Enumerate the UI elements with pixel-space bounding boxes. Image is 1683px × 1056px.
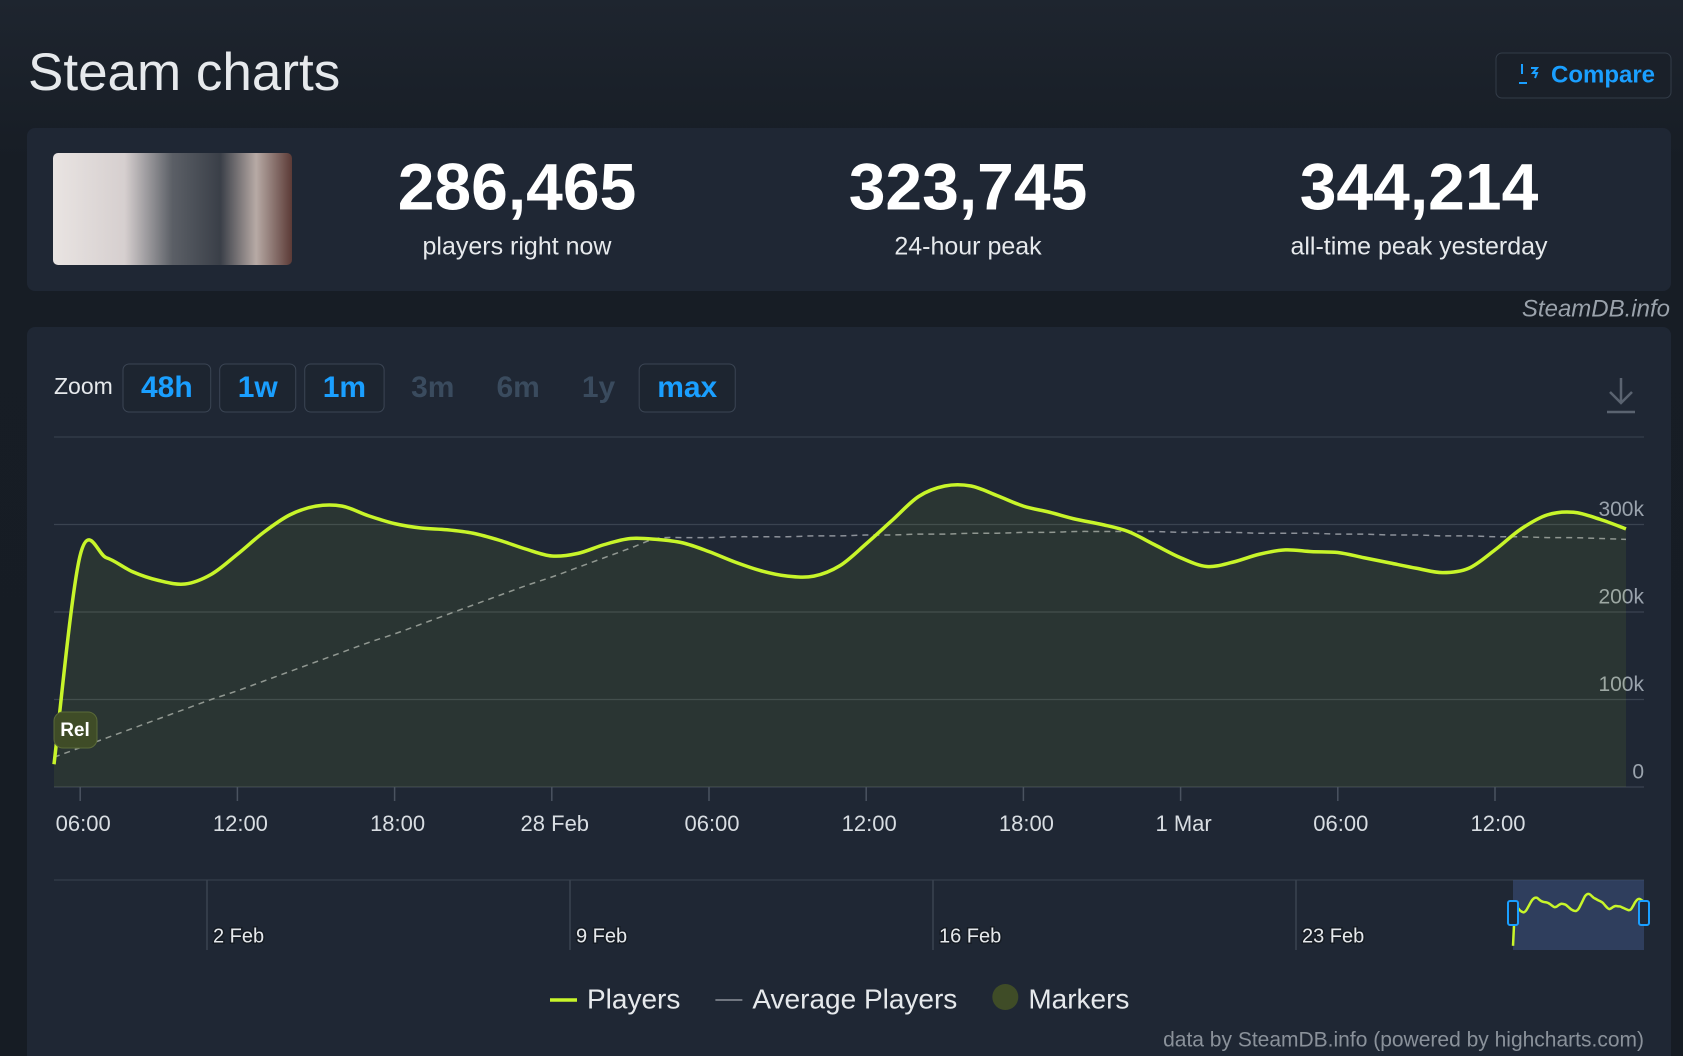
download-button[interactable]	[1607, 378, 1635, 414]
zoom-option[interactable]: 1w	[238, 371, 279, 404]
x-tick-label: 18:00	[999, 811, 1054, 836]
navigator-label: 23 Feb	[1302, 925, 1364, 947]
compare-button[interactable]: Compare	[1495, 52, 1672, 99]
legend-label[interactable]: Players	[587, 983, 680, 1014]
navigator-handle[interactable]	[1507, 900, 1519, 926]
x-tick-label: 18:00	[370, 811, 425, 836]
stats: 286,465 players right now 323,745 24-hour p…	[398, 149, 1548, 260]
x-tick-label: 12:00	[1470, 811, 1525, 836]
navigator-handle[interactable]	[1638, 900, 1650, 926]
x-tick-label: 12:00	[842, 811, 897, 836]
zoom-frame[interactable]	[638, 363, 736, 413]
zoom-option: 6m	[496, 371, 539, 404]
x-tick-label: 12:00	[213, 811, 268, 836]
x-tick-label: 06:00	[1313, 811, 1368, 836]
zoom-frame[interactable]	[219, 363, 297, 413]
series-area	[54, 484, 1626, 787]
series-line	[52, 482, 1627, 765]
legend: Players Average Players Markers	[550, 983, 1129, 1014]
stat-label: all-time peak yesterday	[1290, 233, 1548, 261]
zoom-buttons: 48h 1w 1m 3m 6m 1y max	[122, 363, 736, 413]
stat-label: 24-hour peak	[894, 233, 1042, 261]
chart-card	[27, 327, 1671, 1056]
navigator: 2 Feb 9 Feb 16 Feb 23 Feb	[206, 880, 1650, 950]
zoom-button[interactable]: 48h	[122, 363, 212, 413]
game-thumbnail	[53, 153, 292, 265]
legend-swatch	[992, 984, 1019, 1010]
zoom-option[interactable]: 1m	[323, 371, 366, 404]
navigator-label: 2 Feb	[213, 925, 264, 947]
stat-label: players right now	[423, 233, 613, 261]
zoom-button[interactable]: 1m	[304, 363, 385, 413]
stat-value: 286,465	[398, 149, 637, 223]
x-tick-label: 28 Feb	[521, 811, 590, 836]
stat-value: 323,745	[849, 149, 1088, 223]
page-title: Steam charts	[28, 43, 340, 102]
y-tick-label: 0	[1632, 761, 1644, 784]
legend-label[interactable]: Markers	[1028, 983, 1129, 1014]
zoom-frame[interactable]	[122, 363, 212, 413]
x-tick-label: 1 Mar	[1155, 811, 1211, 836]
stat-value: 344,214	[1300, 149, 1539, 223]
zoom-label: Zoom	[54, 373, 113, 399]
zoom-frame[interactable]	[304, 363, 385, 413]
credits: data by SteamDB.info (powered by highcha…	[1163, 1029, 1644, 1052]
zoom-option[interactable]: 48h	[141, 371, 193, 404]
zoom-option[interactable]: max	[657, 371, 717, 404]
y-tick-label: 100k	[1598, 673, 1644, 696]
zoom-button[interactable]: max	[638, 363, 736, 413]
zoom-button: 6m	[496, 371, 539, 404]
legend-label[interactable]: Average Players	[752, 983, 957, 1014]
plot: 0 100k 200k 300k 06:00 12:00 18:00 28 Feb 06:00 1…	[52, 482, 1644, 836]
series-line	[53, 530, 1627, 758]
navigator-label: 9 Feb	[576, 925, 627, 947]
navigator-selection	[1513, 880, 1644, 950]
y-tick-label: 200k	[1598, 586, 1644, 609]
zoom-button: 1y	[582, 371, 616, 404]
navigator-line	[1511, 892, 1645, 946]
marker	[53, 711, 98, 749]
stats-card	[27, 128, 1671, 291]
marker-label: Rel	[60, 720, 90, 741]
zoom-button: 3m	[411, 371, 454, 404]
zoom-button[interactable]: 1w	[219, 363, 297, 413]
watermark: SteamDB.info	[1522, 295, 1670, 322]
x-tick-label: 06:00	[56, 811, 111, 836]
compare-icon	[1519, 64, 1540, 84]
x-tick-label: 06:00	[684, 811, 739, 836]
compare-label[interactable]: Compare	[1551, 61, 1655, 88]
navigator-label: 16 Feb	[939, 925, 1001, 947]
y-tick-label: 300k	[1598, 498, 1644, 521]
compare-frame[interactable]	[1495, 52, 1672, 99]
zoom-option: 3m	[411, 371, 454, 404]
zoom-option: 1y	[582, 371, 616, 404]
